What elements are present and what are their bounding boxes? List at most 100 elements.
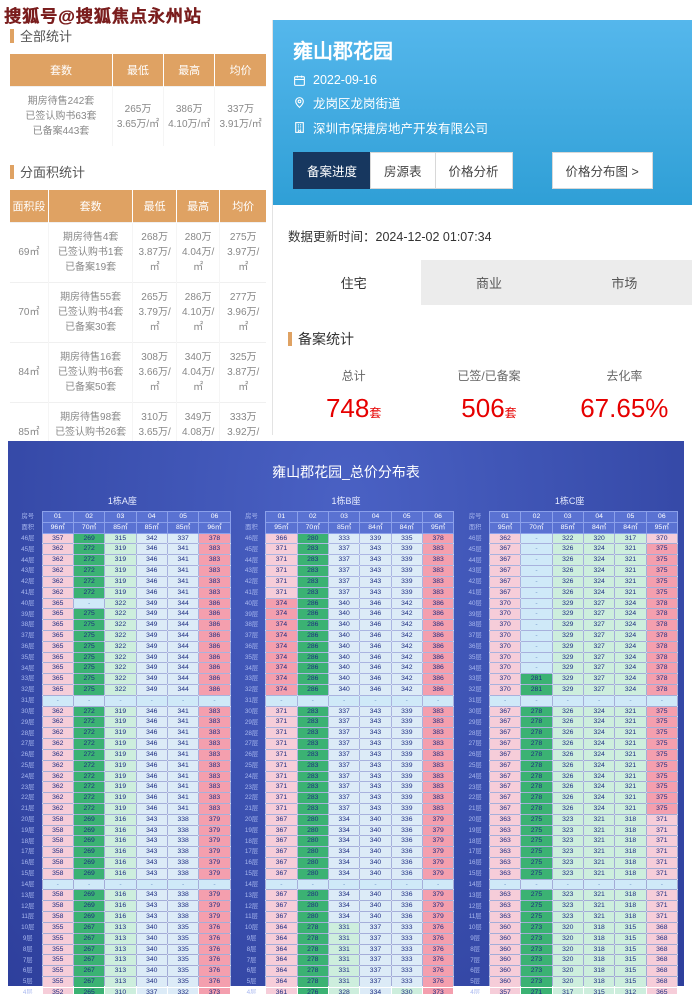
price-cell: 358: [41, 824, 74, 837]
area-header: 70㎡: [296, 521, 329, 534]
tab-listing-table[interactable]: 房源表: [370, 152, 436, 189]
floor-row: 41层 367-326 324 321 375: [461, 586, 679, 599]
price-line: 3.97万/㎡: [227, 247, 260, 273]
floor-row: 46层 366 280 333 339 335 378: [238, 532, 455, 545]
price-cell: 329: [551, 662, 584, 675]
floor-row: 44层 367-326 324 321 375: [461, 554, 679, 567]
price-distribution-button[interactable]: 价格分布图 >: [551, 152, 653, 189]
price-cell: 335: [166, 921, 200, 934]
price-cell: 373: [198, 986, 231, 994]
price-cell: -: [72, 597, 106, 610]
price-cell: 340: [327, 684, 361, 696]
floor-row: 39层 365 275 322 349 344 386: [14, 608, 231, 621]
price-cell: 364: [265, 975, 298, 988]
tab-commercial[interactable]: 商业: [475, 276, 502, 291]
floor-label: 4层: [470, 989, 481, 994]
price-cell: -: [166, 878, 200, 891]
price-cell: 368: [645, 921, 679, 934]
floor-row: 45层 362 272 319 346 341 383: [14, 543, 231, 556]
price-cell: 368: [645, 932, 679, 945]
price-cell: 336: [390, 889, 423, 902]
price-cell: 346: [359, 629, 392, 642]
price-cell: 346: [135, 738, 168, 750]
price-cell: 367: [265, 813, 298, 826]
col-header: 均价: [219, 190, 266, 223]
price-cell: 319: [104, 716, 137, 729]
floor-label: 16层: [244, 859, 259, 867]
all-stats-table: 套数 最低 最高 均价 期房待售242套 已签认购书63套 已备案443套 26…: [10, 54, 266, 146]
floor-label: 20层: [244, 816, 259, 824]
price-cell: 339: [390, 781, 423, 794]
floor-row: 26层 362 272 319 346 341 383: [14, 748, 231, 761]
price-cell: 367: [488, 781, 522, 794]
price-cell: 367: [265, 900, 298, 913]
price-cell: 318: [582, 954, 616, 967]
floor-label: 20层: [468, 816, 482, 824]
price-cell: 375: [645, 792, 679, 804]
floor-label: 6层: [246, 967, 257, 975]
price-cell: 373: [421, 986, 455, 994]
floor-row: 21层 371 283 337 343 339 383: [238, 802, 455, 815]
price-cell: 340: [327, 629, 361, 642]
floor-row: 46层 362-322 320 317 370: [461, 532, 679, 545]
price-cell: 365: [41, 619, 74, 631]
floor-label: 24层: [468, 772, 482, 780]
price-cell: -: [520, 878, 553, 891]
price-cell: 319: [104, 781, 137, 794]
price-cell: 379: [421, 824, 455, 837]
price-cell: -: [520, 651, 553, 664]
price-cell: 283: [296, 748, 329, 761]
col-header: 最低: [132, 190, 177, 223]
price-cell: 371: [645, 889, 679, 902]
floor-row: 17层 367 280 334 340 336 379: [238, 846, 455, 858]
tab-residential[interactable]: 住宅: [286, 260, 422, 305]
price-cell: 383: [421, 759, 455, 772]
price-cell: 343: [359, 554, 392, 567]
unit-header-row: 房号 01 02 03 04 05 06: [14, 511, 231, 523]
price-cell: 341: [166, 770, 200, 783]
section-title-text: 分面积统计: [20, 165, 86, 180]
price-cell: 367: [488, 705, 522, 718]
price-tables-container: 1栋A座 房号 01 02 03 04 05 06 面积 96㎡ 70㎡ 85㎡ 85㎡ 85㎡ 96㎡ 46…: [8, 482, 684, 994]
price-cell: 338: [166, 867, 200, 880]
price-cell: 338: [166, 900, 200, 913]
tab-market[interactable]: 市场: [611, 276, 638, 291]
price-cell: 341: [166, 716, 200, 729]
floor-row: 21层 367 278 326 324 321 375: [461, 802, 679, 815]
price-cell: -: [645, 694, 679, 707]
tab-price-analysis[interactable]: 价格分析: [434, 152, 513, 189]
floor-row: 7层 364 278 331 337 333 376: [238, 954, 455, 967]
price-cell: 339: [390, 565, 423, 577]
price-cell: 335: [166, 943, 200, 956]
floor-label: 19层: [244, 826, 259, 834]
watermark: 搜狐号@搜狐焦点永州站: [4, 7, 202, 26]
price-cell: 333: [390, 954, 423, 967]
floor-row: 18层 363 275 323 321 318 371: [461, 835, 679, 848]
price-cell: 379: [198, 835, 231, 848]
floor-label: 18层: [244, 837, 259, 845]
location-icon: [293, 96, 306, 109]
price-cell: 375: [645, 770, 679, 783]
price-cell: 383: [421, 543, 455, 556]
floor-label: 42层: [244, 578, 259, 586]
price-cell: 383: [198, 565, 231, 577]
price-cell: 324: [582, 565, 616, 577]
stat-unit: 套: [504, 406, 517, 420]
count-line: 已签认购书1套: [57, 247, 124, 258]
price-cell: 375: [645, 705, 679, 718]
price-cell: 275: [520, 889, 553, 902]
tab-record-progress[interactable]: 备案进度: [293, 152, 372, 189]
price-cell: 319: [104, 705, 137, 718]
price-cell: 337: [327, 802, 361, 815]
price-cell: 310: [104, 986, 137, 994]
price-cell: 322: [104, 662, 137, 675]
price-cell: 386: [198, 629, 231, 642]
price-cell: 343: [359, 770, 392, 783]
floor-row: 22层 362 272 319 346 341 383: [14, 792, 231, 804]
floor-row: 23层 362 272 319 346 341 383: [14, 781, 231, 794]
price-cell: 333: [390, 965, 423, 977]
section-title-text: 备案统计: [298, 331, 354, 347]
price-cell: 376: [421, 932, 455, 945]
price-cell: 278: [520, 748, 553, 761]
counts-cell: 期房待售242套 已签认购书63套 已备案443套: [10, 86, 113, 146]
